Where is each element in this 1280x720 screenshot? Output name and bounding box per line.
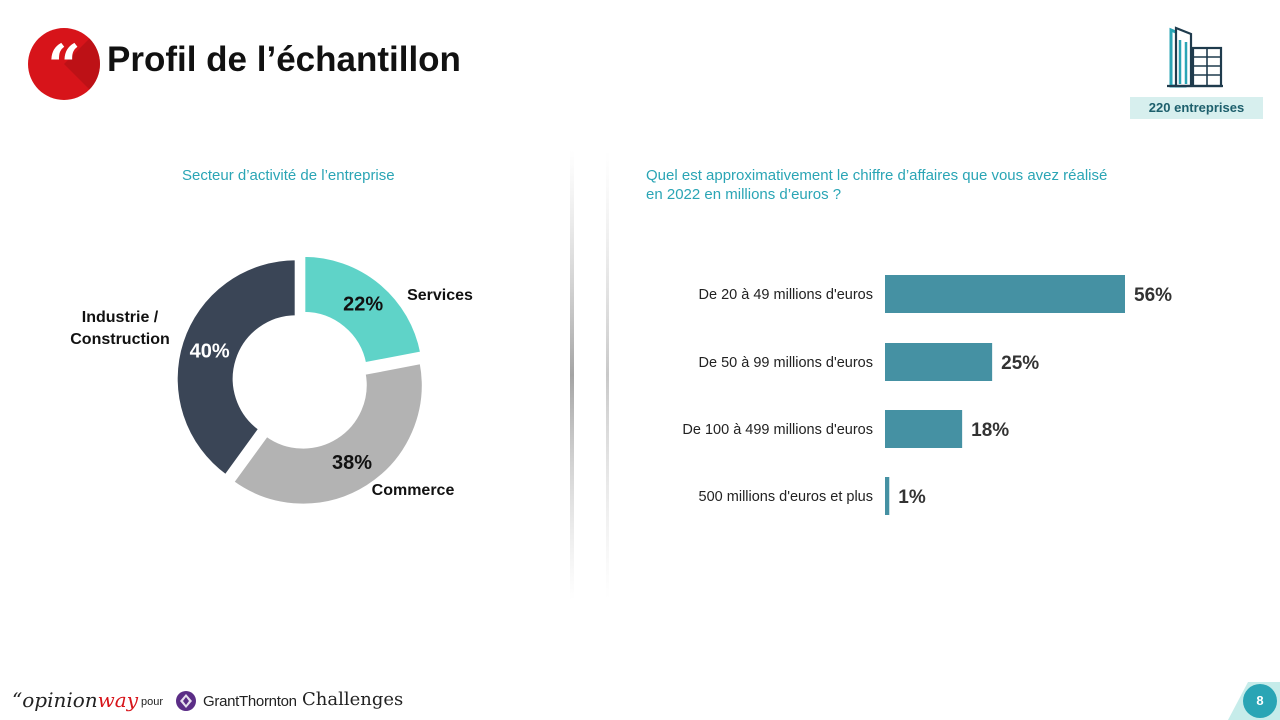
donut-slice [174, 257, 298, 478]
bar-value-label: 25% [1001, 353, 1039, 374]
donut-slice [230, 360, 425, 507]
building-icon [1167, 26, 1223, 88]
sector-donut-chart: 22% 38% 40% Services Commerce Industrie / Con… [70, 253, 473, 507]
donut-value-label: 22% [343, 294, 383, 316]
sample-size-badge: 220 entreprises [1130, 97, 1263, 119]
donut-value-label: 40% [190, 341, 230, 363]
revenue-bar-chart: De 20 à 49 millions d'euros 56% De 50 à 99… [682, 275, 1172, 515]
revenue-chart-subtitle: Quel est approximativement le chiffre d’… [646, 167, 1108, 203]
bar-value-label: 56% [1134, 285, 1172, 306]
donut-category-label: Services [407, 287, 473, 304]
page-title: Profil de l’échantillon [107, 40, 461, 79]
donut-value-label: 38% [332, 452, 372, 474]
donut-category-label: Commerce [372, 482, 455, 499]
quote-icon: “ [28, 28, 100, 100]
bar-value-label: 18% [971, 420, 1009, 441]
grant-thornton-icon [176, 691, 196, 711]
bar-value-label: 1% [898, 487, 926, 508]
bar-category-label: 500 millions d'euros et plus [699, 489, 873, 505]
opinionway-logo: “opinionway [12, 688, 139, 712]
challenges-logo: Challenges [302, 689, 404, 710]
bar [885, 410, 963, 448]
footer-pour-text: pour [141, 696, 164, 708]
bar [885, 275, 1125, 313]
bar-category-label: De 100 à 499 millions d'euros [682, 422, 873, 438]
grant-thornton-logo: GrantThornton [203, 693, 297, 710]
column-divider [570, 150, 609, 600]
donut-slice [302, 253, 424, 366]
bar [885, 343, 993, 381]
donut-category-label: Industrie / [82, 309, 159, 326]
bar-category-label: De 50 à 99 millions d'euros [699, 355, 873, 371]
bar-category-label: De 20 à 49 millions d'euros [699, 287, 873, 303]
page-number: 8 [1243, 684, 1277, 718]
bar [885, 477, 890, 515]
sector-chart-subtitle: Secteur d’activité de l’entreprise [182, 167, 395, 184]
donut-category-label: Construction [70, 331, 170, 348]
